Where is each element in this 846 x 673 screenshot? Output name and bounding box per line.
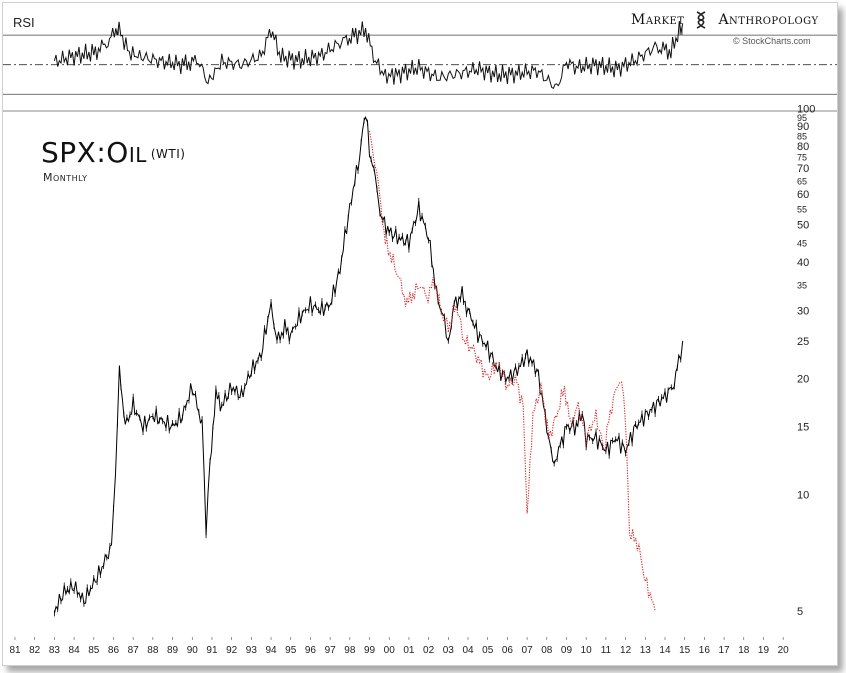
y-tick-label: 85 bbox=[797, 132, 807, 142]
x-tick-label: 16 bbox=[699, 645, 711, 656]
x-tick-label: 05 bbox=[482, 645, 494, 656]
x-tick-label: 19 bbox=[758, 645, 770, 656]
chart-subtitle: Monthly bbox=[43, 171, 88, 184]
y-tick-label: 100 bbox=[797, 103, 815, 115]
x-tick-label: 08 bbox=[541, 645, 553, 656]
rsi-line bbox=[53, 21, 684, 89]
dna-icon bbox=[697, 11, 706, 29]
x-tick-label: 94 bbox=[265, 645, 277, 656]
x-tick-label: 87 bbox=[128, 645, 140, 656]
x-tick-label: 03 bbox=[443, 645, 455, 656]
oil-comparison-series bbox=[368, 131, 656, 612]
y-tick-label: 55 bbox=[797, 205, 807, 215]
x-tick-label: 12 bbox=[620, 645, 632, 656]
x-tick-label: 18 bbox=[738, 645, 750, 656]
x-tick-label: 02 bbox=[423, 645, 435, 656]
y-tick-label: 90 bbox=[797, 121, 809, 133]
x-tick-label: 81 bbox=[9, 645, 21, 656]
x-tick-label: 99 bbox=[364, 645, 376, 656]
brand-left-text: Market bbox=[631, 12, 685, 28]
x-tick-label: 14 bbox=[659, 645, 671, 656]
x-tick-label: 92 bbox=[226, 645, 238, 656]
y-tick-label: 45 bbox=[797, 238, 807, 248]
chart-title-main: SPX:Oil bbox=[41, 136, 147, 169]
source-credit: © StockCharts.com bbox=[733, 36, 811, 46]
brand-right-text: Anthropology bbox=[718, 12, 819, 28]
y-tick-label: 20 bbox=[797, 373, 809, 385]
chart-canvas: 1009590858075706560555045403530252015105… bbox=[3, 21, 837, 656]
chart-title-suffix: (WTI) bbox=[150, 147, 186, 161]
x-tick-label: 96 bbox=[305, 645, 317, 656]
x-tick-label: 20 bbox=[778, 645, 790, 656]
brand-logo: Market Anthropology bbox=[631, 11, 819, 29]
y-tick-label: 60 bbox=[797, 189, 809, 201]
rsi-label: RSI bbox=[13, 15, 35, 30]
y-tick-label: 25 bbox=[797, 336, 809, 348]
x-tick-label: 95 bbox=[285, 645, 297, 656]
x-tick-label: 82 bbox=[29, 645, 41, 656]
y-tick-label: 50 bbox=[797, 220, 809, 232]
y-tick-label: 30 bbox=[797, 305, 809, 317]
x-tick-label: 09 bbox=[561, 645, 573, 656]
x-tick-label: 07 bbox=[522, 645, 534, 656]
y-tick-label: 15 bbox=[797, 422, 809, 434]
y-tick-label: 75 bbox=[797, 153, 807, 163]
x-tick-label: 86 bbox=[108, 645, 120, 656]
x-tick-label: 15 bbox=[679, 645, 691, 656]
y-tick-label: 65 bbox=[797, 177, 807, 187]
y-tick-label: 40 bbox=[797, 257, 809, 269]
x-tick-label: 88 bbox=[147, 645, 159, 656]
y-tick-label: 35 bbox=[797, 280, 807, 290]
chart-title: SPX:Oil (WTI) bbox=[41, 136, 185, 169]
x-tick-label: 11 bbox=[601, 645, 612, 656]
x-tick-label: 06 bbox=[502, 645, 514, 656]
y-tick-label: 95 bbox=[797, 113, 807, 123]
x-tick-label: 91 bbox=[206, 645, 218, 656]
y-tick-label: 70 bbox=[797, 163, 809, 175]
x-tick-label: 85 bbox=[88, 645, 100, 656]
x-tick-label: 01 bbox=[403, 645, 415, 656]
rsi-overbought-fill bbox=[679, 21, 683, 36]
x-tick-label: 84 bbox=[69, 645, 81, 656]
x-tick-label: 83 bbox=[49, 645, 61, 656]
x-tick-label: 90 bbox=[187, 645, 199, 656]
x-tick-label: 93 bbox=[246, 645, 258, 656]
x-tick-label: 04 bbox=[462, 645, 474, 656]
chart-frame: 100 95 90 85 80 75 70 65 60 55 50 45 40 35 30 25 20 15 10 5… bbox=[2, 2, 838, 666]
y-tick-label: 10 bbox=[797, 490, 809, 502]
x-tick-label: 97 bbox=[325, 645, 337, 656]
spx-oil-series bbox=[53, 115, 684, 614]
x-tick-label: 00 bbox=[384, 645, 396, 656]
y-tick-label: 5 bbox=[797, 606, 803, 618]
x-tick-label: 89 bbox=[167, 645, 179, 656]
x-tick-label: 17 bbox=[719, 645, 731, 656]
x-tick-label: 98 bbox=[344, 645, 356, 656]
x-tick-label: 10 bbox=[581, 645, 593, 656]
x-tick-label: 13 bbox=[640, 645, 652, 656]
y-tick-label: 80 bbox=[797, 141, 809, 153]
